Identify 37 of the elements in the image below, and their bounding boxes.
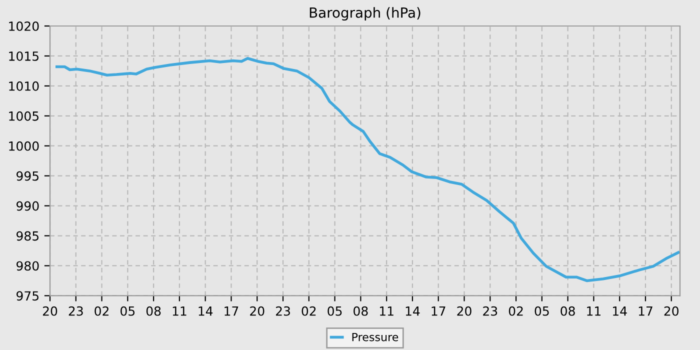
x-tick-label: 11 bbox=[380, 306, 394, 316]
y-tick-label: 975 bbox=[16, 291, 38, 301]
x-tick-label: 17 bbox=[224, 306, 238, 316]
x-tick-label: 14 bbox=[613, 306, 627, 316]
x-tick-label: 02 bbox=[508, 306, 523, 316]
x-tick-label: 20 bbox=[664, 306, 678, 316]
y-tick-label: 995 bbox=[16, 171, 38, 181]
x-tick-label: 20 bbox=[457, 306, 472, 316]
x-tick-label: 05 bbox=[534, 306, 549, 316]
x-tick-label: 20 bbox=[250, 306, 264, 316]
y-tick-label: 1000 bbox=[9, 141, 39, 151]
x-tick-label: 08 bbox=[354, 306, 368, 316]
x-tick-label: 23 bbox=[68, 306, 83, 316]
x-tick-label: 11 bbox=[172, 306, 186, 316]
x-tick-label: 08 bbox=[146, 306, 161, 316]
x-tick-label: 23 bbox=[276, 306, 290, 316]
chart-title: Barograph (hPa) bbox=[310, 7, 420, 21]
y-tick-label: 985 bbox=[16, 231, 38, 241]
x-tick-label: 14 bbox=[198, 306, 213, 316]
x-tick-label: 14 bbox=[406, 306, 420, 316]
x-tick-label: 11 bbox=[587, 306, 600, 316]
x-tick-label: 02 bbox=[94, 306, 108, 316]
y-tick-label: 1005 bbox=[9, 111, 38, 121]
y-tick-label: 1015 bbox=[9, 51, 38, 61]
x-tick-label: 08 bbox=[560, 306, 575, 316]
x-tick-label: 17 bbox=[432, 306, 446, 316]
x-tick-label: 05 bbox=[120, 306, 135, 316]
y-tick-label: 1010 bbox=[9, 81, 39, 91]
x-tick-label: 05 bbox=[328, 306, 342, 316]
x-tick-label: 02 bbox=[302, 306, 316, 316]
y-tick-label: 1020 bbox=[9, 21, 39, 31]
x-tick-label: 17 bbox=[638, 306, 652, 316]
y-tick-label: 980 bbox=[16, 261, 39, 271]
x-tick-label: 20 bbox=[42, 306, 58, 316]
legend-label: Pressure bbox=[352, 333, 398, 342]
x-tick-label: 23 bbox=[483, 306, 498, 316]
y-tick-label: 990 bbox=[16, 201, 39, 211]
